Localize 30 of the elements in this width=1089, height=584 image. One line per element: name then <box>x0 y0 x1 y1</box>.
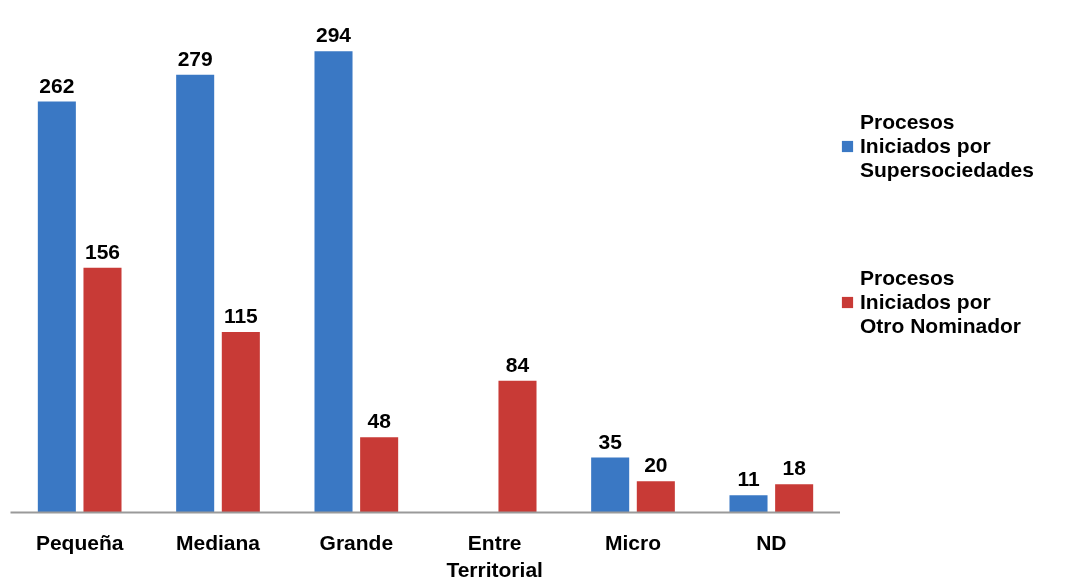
bar <box>729 495 768 513</box>
bar <box>37 101 76 513</box>
bar <box>498 380 537 513</box>
data-label: 48 <box>367 409 392 433</box>
bar <box>775 484 814 513</box>
data-label: 294 <box>315 23 352 47</box>
legend-label: Procesos Iniciados por Otro Nominador <box>860 266 1021 338</box>
data-label: 262 <box>39 73 75 97</box>
data-label: 84 <box>505 352 530 376</box>
bar <box>221 332 260 513</box>
x-tick-label: Mediana <box>175 530 261 554</box>
x-tick-label: ND <box>756 530 787 554</box>
bar <box>636 481 675 513</box>
data-label: 279 <box>177 46 213 70</box>
bar <box>83 267 122 513</box>
legend-label: Procesos Iniciados por Supersociedades <box>860 110 1034 182</box>
x-tick-label: Pequeña <box>35 530 124 554</box>
data-label: 156 <box>84 239 121 263</box>
bar <box>176 74 215 513</box>
x-tick-label: Micro <box>605 530 662 554</box>
data-label: 115 <box>223 304 259 328</box>
data-label: 35 <box>598 429 623 453</box>
bar <box>360 437 399 513</box>
data-label: 11 <box>737 467 760 491</box>
data-label: 18 <box>782 456 807 480</box>
x-tick-label: Grande <box>319 530 394 554</box>
bar <box>314 51 353 513</box>
x-tick-label: Entre Territorial <box>446 530 543 582</box>
bar <box>591 457 630 513</box>
data-label: 20 <box>644 453 668 477</box>
